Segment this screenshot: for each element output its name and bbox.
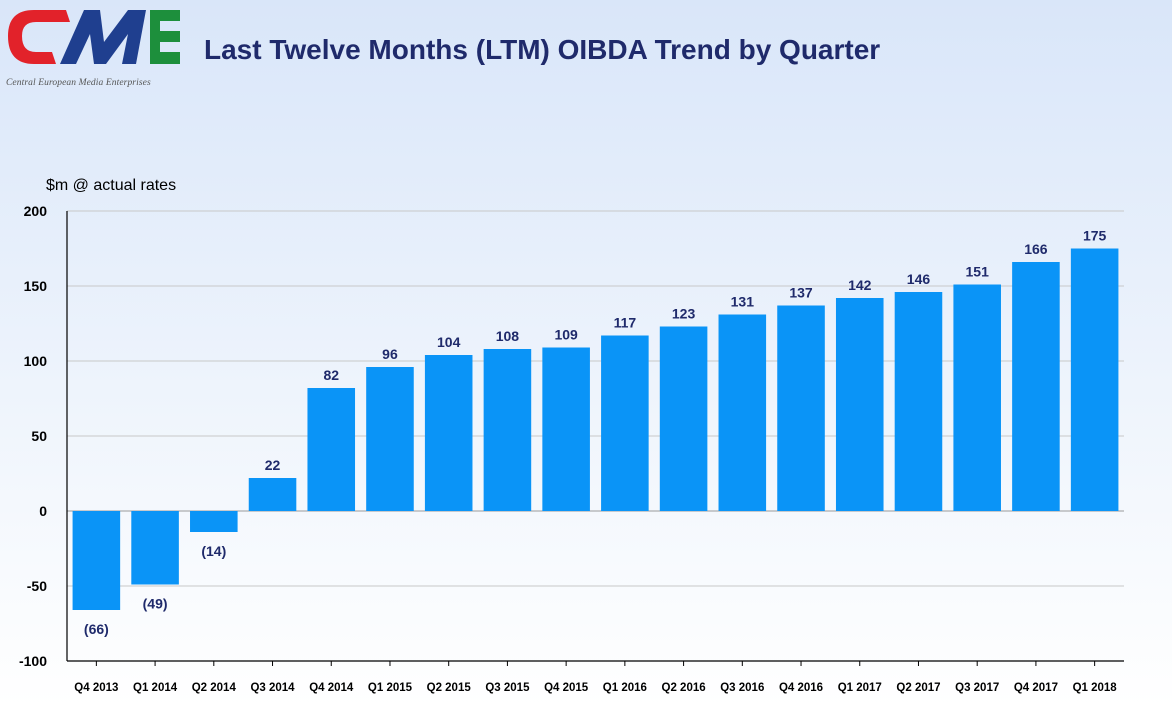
data-label: (49) [143,596,168,612]
y-tick-label: 0 [39,503,47,519]
x-tick-label: Q1 2015 [368,682,413,694]
x-tick-label: Q2 2014 [192,682,237,694]
y-tick-label: -100 [19,653,47,669]
data-label: (66) [84,621,109,637]
x-tick-label: Q3 2017 [955,682,999,694]
data-label: 137 [789,285,813,301]
y-tick-label: -50 [27,578,47,594]
x-tick-label: Q4 2017 [1014,682,1058,694]
x-tick-label: Q3 2015 [485,682,530,694]
x-tick-label: Q2 2017 [896,682,940,694]
bar [777,305,825,511]
labels: -100 -50 0 50 100 150 200 Q4 2013 (66) Q1 2014 (49… [19,203,1117,694]
x-tick-label: Q1 2017 [838,682,882,694]
bar [72,511,121,610]
unit-label: $m @ actual rates [46,177,177,194]
bar [424,355,473,511]
bar [894,292,943,511]
data-label: 82 [323,367,339,383]
y-tick-label: 200 [24,203,48,219]
bar [131,511,179,585]
data-label: 96 [382,346,398,362]
bar [307,388,356,511]
data-label: 123 [672,306,696,322]
x-tick-label: Q4 2015 [544,682,589,694]
data-label: 109 [554,327,578,343]
bar [601,335,649,511]
x-tick-label: Q2 2016 [662,682,706,694]
bar [835,298,884,511]
gridlines [67,210,1124,587]
data-label: 142 [848,277,872,293]
bar [483,349,532,511]
x-tick-label: Q2 2015 [427,682,472,694]
x-tick-label: Q3 2014 [250,682,295,694]
data-label: 117 [614,315,637,331]
bar [1070,248,1119,511]
x-tick-label: Q4 2014 [309,682,354,694]
data-label: 104 [437,334,461,350]
bar [1012,262,1060,511]
x-tick-label: Q1 2018 [1073,682,1118,694]
bars [72,248,1119,610]
x-tick-label: Q4 2016 [779,682,823,694]
cme-logo: Central European Media Enterprises [4,2,182,90]
bar [190,511,238,532]
y-tick-label: 50 [31,428,47,444]
page-title: Last Twelve Months (LTM) OIBDA Trend by … [204,34,881,65]
x-tick-label: Q1 2014 [133,682,178,694]
data-label: 22 [265,457,281,473]
data-label: 151 [966,264,990,280]
bar [718,314,767,511]
data-label: (14) [201,543,226,559]
data-label: 131 [731,294,755,310]
x-tick-label: Q3 2016 [720,682,764,694]
y-tick-label: 150 [24,278,48,294]
x-tick-label: Q1 2016 [603,682,647,694]
bar [953,284,1001,511]
cme-logo-mark [8,10,180,64]
data-label: 166 [1024,241,1048,257]
bar [248,478,297,511]
axes [66,211,1124,666]
logo-caption: Central European Media Enterprises [6,78,151,88]
bar [366,367,414,511]
bar [659,326,708,511]
y-tick-label: 100 [24,353,48,369]
data-label: 146 [907,271,931,287]
data-label: 175 [1083,228,1107,244]
data-label: 108 [496,328,520,344]
x-tick-label: Q4 2013 [74,682,118,694]
bar [542,347,590,511]
